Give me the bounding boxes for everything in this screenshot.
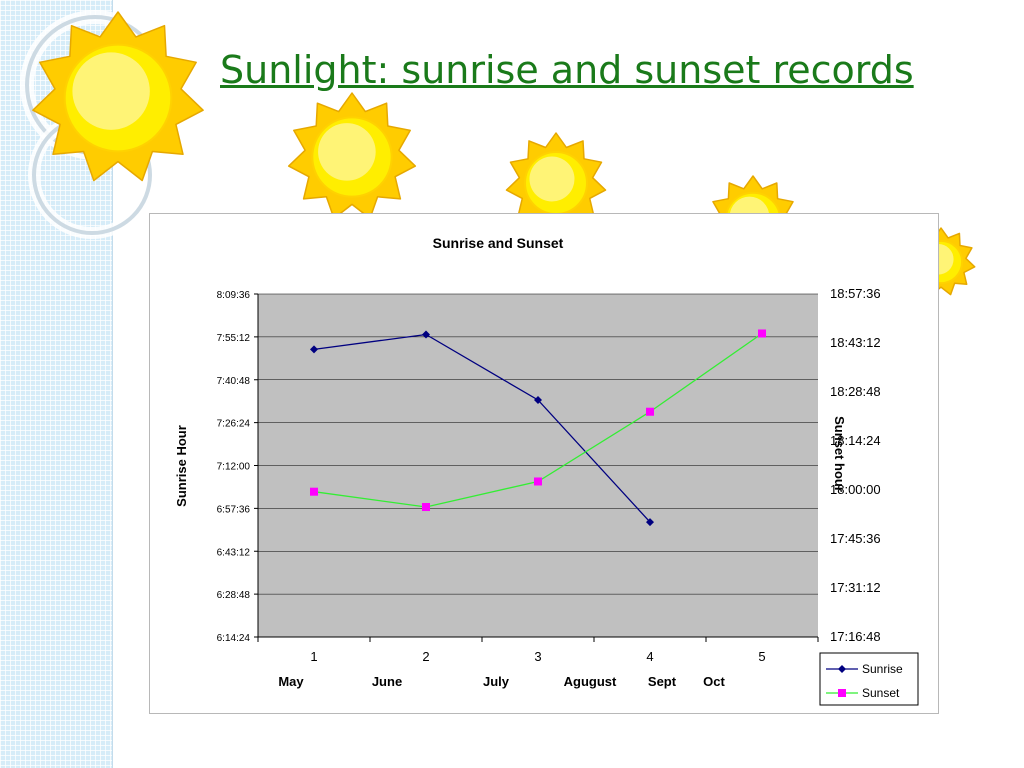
x-tick-label: 1 xyxy=(310,649,317,664)
sunrise-line xyxy=(313,333,651,523)
legend-label: Sunset xyxy=(862,686,900,700)
legend-label: Sunrise xyxy=(862,662,903,676)
left-tick-label: 7:40:48 xyxy=(217,376,251,387)
x-tick-label: 4 xyxy=(646,649,653,664)
sunrise-point xyxy=(422,330,430,339)
right-axis-tick-labels: 17:16:48 17:31:12 17:45:36 18:00:00 18:14:24… xyxy=(830,286,881,644)
chart-frame: Sunrise and Sunset 6:14:24 6:28:48 6:43:12… xyxy=(149,213,939,714)
right-tick-label: 17:31:12 xyxy=(830,580,881,595)
right-axis-label: Sunset hour xyxy=(832,416,847,492)
sunrise-point xyxy=(310,345,318,354)
left-axis-tick-labels: 6:14:24 6:28:48 6:43:12 6:57:36 7:12:00 7:26:… xyxy=(217,290,251,644)
sunrise-point xyxy=(534,395,542,404)
slide-title: Sunlight: sunrise and sunset records xyxy=(220,48,914,92)
left-tick-label: 7:12:00 xyxy=(217,462,251,473)
legend: Sunrise Sunset xyxy=(819,652,919,706)
sunset-point xyxy=(310,487,318,496)
left-tick-label: 8:09:36 xyxy=(217,290,251,301)
legend-marker xyxy=(838,665,846,673)
chart: Sunrise and Sunset 6:14:24 6:28:48 6:43:12… xyxy=(174,235,919,706)
sun-icon xyxy=(287,92,417,220)
x-axis-ticks xyxy=(257,637,819,642)
month-labels: May June July Agugust Sept Oct xyxy=(278,674,725,689)
left-tick-label: 7:55:12 xyxy=(217,333,251,344)
legend-box xyxy=(819,652,919,706)
sunset-point xyxy=(646,407,654,416)
sunset-point xyxy=(422,503,430,512)
right-tick-label: 18:14:24 xyxy=(830,433,881,448)
right-tick-label: 18:00:00 xyxy=(830,482,881,497)
sunrise-point xyxy=(646,518,654,527)
left-axis-label: Sunrise Hour xyxy=(174,425,189,507)
chart-title: Sunrise and Sunset xyxy=(433,235,564,251)
left-tick-label: 7:26:24 xyxy=(217,419,251,430)
month-label: June xyxy=(372,674,402,689)
month-label: Oct xyxy=(703,674,725,689)
sun-icon xyxy=(505,132,607,232)
left-tick-label: 6:28:48 xyxy=(217,590,251,601)
sunset-point xyxy=(758,329,766,338)
left-tick-label: 6:43:12 xyxy=(217,547,251,558)
right-tick-label: 18:43:12 xyxy=(830,335,881,350)
right-tick-label: 17:16:48 xyxy=(830,629,881,644)
sunset-point xyxy=(534,477,542,486)
series-markers xyxy=(310,329,766,527)
sun-icon xyxy=(32,11,204,182)
month-label: Agugust xyxy=(564,674,617,689)
legend-marker xyxy=(838,689,846,697)
x-tick-label: 5 xyxy=(758,649,765,664)
x-tick-label: 3 xyxy=(534,649,541,664)
month-label: Sept xyxy=(648,674,677,689)
month-label: May xyxy=(278,674,304,689)
right-tick-label: 18:57:36 xyxy=(830,286,881,301)
x-axis-tick-labels: 1 2 3 4 5 xyxy=(310,649,765,664)
month-label: July xyxy=(483,674,510,689)
left-tick-label: 6:57:36 xyxy=(217,504,251,515)
right-tick-label: 17:45:36 xyxy=(830,531,881,546)
left-tick-label: 6:14:24 xyxy=(217,633,251,644)
x-tick-label: 2 xyxy=(422,649,429,664)
right-tick-label: 18:28:48 xyxy=(830,384,881,399)
